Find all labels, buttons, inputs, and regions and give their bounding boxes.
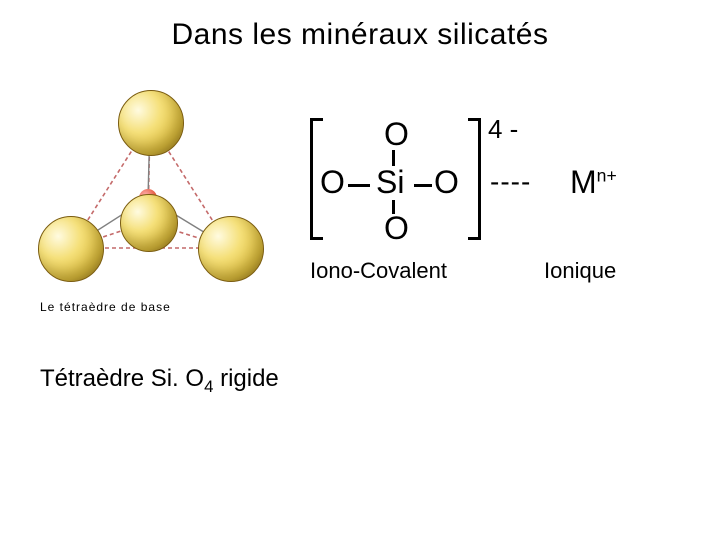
ionic-bond-dashes: ---- (490, 166, 531, 198)
bottom-caption-prefix: Tétraèdre Si. O (40, 365, 204, 392)
tetrahedron-caption: Le tétraèdre de base (40, 300, 171, 314)
bottom-caption: Tétraèdre Si. O4 rigide (40, 365, 279, 397)
bottom-caption-suffix: rigide (213, 365, 278, 392)
tetrahedron-figure (30, 100, 270, 300)
oxygen-sphere (198, 216, 264, 282)
bond-left (348, 184, 370, 187)
oxygen-sphere (118, 90, 184, 156)
bond-right (414, 184, 432, 187)
cation-sup: n+ (597, 165, 617, 185)
bottom-caption-sub: 4 (204, 377, 213, 396)
cation-base: M (570, 164, 597, 200)
cation-label: Mn+ (570, 166, 617, 198)
atom-Si: Si (376, 166, 404, 198)
label-iono-covalent: Iono-Covalent (310, 258, 447, 284)
atom-O-top: O (384, 118, 409, 150)
oxygen-sphere (38, 216, 104, 282)
bond-bottom (392, 200, 395, 214)
page-title: Dans les minéraux silicatés (0, 18, 720, 52)
oxygen-sphere (120, 194, 178, 252)
atom-O-right: O (434, 166, 459, 198)
charge-label: 4 - (488, 114, 518, 145)
bracket-right (468, 118, 481, 240)
atom-O-left: O (320, 166, 345, 198)
atom-O-bottom: O (384, 212, 409, 244)
label-ionique: Ionique (544, 258, 616, 284)
bond-top (392, 150, 395, 166)
